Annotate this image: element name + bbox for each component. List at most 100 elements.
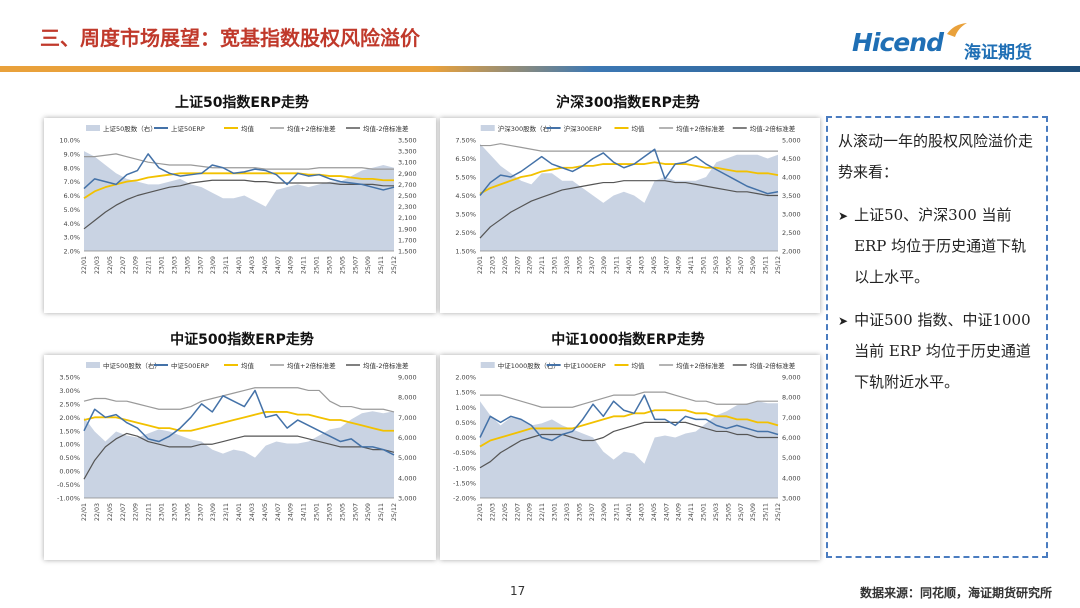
x-tick-label: 22/07	[514, 503, 521, 521]
index-area	[480, 401, 778, 498]
erp-chart-csi500: 中证500股数（右） 中证500ERP 均值 均值+2倍标准差 均值-2倍标准差 3.50…	[57, 361, 417, 521]
commentary-bullet: ➤ 中证500 指数、中证1000当前 ERP 均位于历史通道下轨附近水平。	[838, 305, 1038, 398]
x-tick-label: 22/03	[489, 256, 496, 274]
y-left-tick-label: 4.0%	[63, 220, 80, 228]
legend-label: 均值	[631, 361, 645, 370]
y-left-tick-label: 1.50%	[455, 389, 476, 397]
y-right-tick-label: 5,000	[782, 454, 801, 462]
x-tick-label: 23/11	[614, 503, 621, 521]
x-tick-label: 24/01	[236, 256, 243, 274]
legend-label: 中证500股数（右）	[103, 361, 161, 370]
y-left-tick-label: 0.50%	[59, 454, 80, 462]
lower-band-line	[479, 180, 778, 239]
y-right-tick-label: 3,100	[398, 159, 417, 167]
x-tick-label: 22/05	[502, 256, 509, 274]
legend-label: 均值-2倍标准差	[363, 361, 409, 370]
x-tick-label: 25/12	[391, 256, 398, 274]
x-tick-label: 22/11	[539, 503, 546, 521]
x-tick-label: 24/03	[249, 256, 256, 274]
x-tick-label: 25/07	[738, 256, 745, 274]
y-right-tick-label: 3,000	[782, 211, 801, 219]
y-right-tick-label: 4,000	[782, 174, 801, 182]
x-tick-label: 22/11	[146, 503, 153, 521]
x-tick-label: 23/05	[184, 256, 191, 274]
y-left-tick-label: -1.50%	[453, 479, 476, 487]
y-right-tick-label: 1,500	[398, 248, 417, 256]
x-tick-label: 25/01	[701, 256, 708, 274]
x-tick-label: 22/07	[514, 256, 521, 274]
x-tick-label: 22/07	[120, 256, 127, 274]
y-left-tick-label: 0.50%	[455, 419, 476, 427]
x-tick-label: 22/03	[94, 503, 101, 521]
x-tick-label: 25/12	[391, 503, 398, 521]
legend-label: 中证1000ERP	[564, 361, 606, 370]
x-tick-label: 25/03	[713, 503, 720, 521]
x-tick-label: 24/01	[626, 503, 633, 521]
y-right-tick-label: 9,000	[398, 374, 417, 382]
x-tick-label: 23/01	[552, 256, 559, 274]
legend-label: 均值	[241, 124, 255, 133]
chart-title-sse50: 上证50指数ERP走势	[174, 95, 310, 111]
y-right-tick-label: 3,300	[398, 148, 417, 156]
legend-label: 均值+2倍标准差	[676, 361, 725, 370]
y-left-tick-label: 7.0%	[63, 178, 80, 186]
y-left-tick-label: 5.0%	[63, 206, 80, 214]
legend-label: 均值+2倍标准差	[287, 124, 336, 133]
y-left-tick-label: -1.00%	[57, 495, 80, 503]
x-tick-label: 25/07	[352, 503, 359, 521]
legend-label: 沪深300ERP	[564, 124, 602, 133]
x-tick-label: 23/03	[171, 256, 178, 274]
y-left-tick-label: 3.50%	[59, 374, 80, 382]
index-area	[84, 411, 394, 498]
y-left-tick-label: 1.50%	[455, 248, 476, 256]
logo: Hicend 海证期货	[852, 23, 1052, 68]
y-right-tick-label: 5,000	[398, 454, 417, 462]
y-right-tick-label: 4,000	[782, 474, 801, 482]
x-tick-label: 25/01	[701, 503, 708, 521]
x-tick-label: 25/03	[713, 256, 720, 274]
y-left-tick-label: 0.00%	[59, 468, 80, 476]
x-tick-label: 22/07	[120, 503, 127, 521]
x-tick-label: 22/05	[107, 256, 114, 274]
legend-label: 上证50ERP	[171, 124, 205, 133]
x-tick-label: 23/07	[589, 503, 596, 521]
x-tick-label: 24/05	[651, 256, 658, 274]
x-tick-label: 24/05	[262, 256, 269, 274]
x-tick-label: 25/03	[326, 256, 333, 274]
y-left-tick-label: -2.00%	[453, 495, 476, 503]
y-right-tick-label: 8,000	[782, 394, 801, 402]
chart-legend: 上证50股数（右） 上证50ERP 均值 均值+2倍标准差 均值-2倍标准差	[86, 124, 409, 133]
y-left-tick-label: 8.0%	[63, 164, 80, 172]
logo-swoosh-icon	[947, 23, 967, 37]
x-tick-label: 22/11	[539, 256, 546, 274]
x-tick-label: 23/11	[223, 503, 230, 521]
legend-label: 均值-2倍标准差	[750, 361, 796, 370]
x-tick-label: 25/12	[775, 256, 782, 274]
page-number: 17	[510, 584, 526, 598]
chart-legend: 沪深300股数（右） 沪深300ERP 均值 均值+2倍标准差 均值-2倍标准差	[480, 124, 796, 133]
x-tick-label: 24/11	[301, 256, 308, 274]
y-left-tick-label: 3.50%	[455, 211, 476, 219]
x-tick-label: 22/01	[81, 503, 88, 521]
y-right-tick-label: 2,500	[398, 192, 417, 200]
erp-chart-csi1000: 中证1000股数（右） 中证1000ERP 均值 均值+2倍标准差 均值-2倍标准差 2.…	[453, 361, 801, 521]
x-tick-label: 25/05	[725, 503, 732, 521]
y-right-tick-label: 2,000	[782, 248, 801, 256]
y-right-tick-label: 5,000	[782, 137, 801, 145]
y-left-tick-label: 2.0%	[63, 248, 80, 256]
x-tick-label: 23/05	[184, 503, 191, 521]
x-tick-label: 25/03	[326, 503, 333, 521]
legend-label: 沪深300股数（右）	[498, 124, 556, 133]
chart-legend: 中证500股数（右） 中证500ERP 均值 均值+2倍标准差 均值-2倍标准差	[86, 361, 409, 370]
x-tick-label: 24/09	[676, 503, 683, 521]
y-left-tick-label: 3.0%	[63, 234, 80, 242]
x-tick-label: 22/09	[133, 256, 140, 274]
x-tick-label: 24/11	[688, 503, 695, 521]
x-tick-label: 25/12	[775, 503, 782, 521]
legend-swatch	[480, 362, 495, 368]
y-right-tick-label: 2,300	[398, 203, 417, 211]
x-tick-label: 25/11	[378, 256, 385, 274]
legend-swatch	[86, 125, 100, 131]
x-tick-label: 24/07	[663, 256, 670, 274]
index-area	[480, 143, 778, 251]
